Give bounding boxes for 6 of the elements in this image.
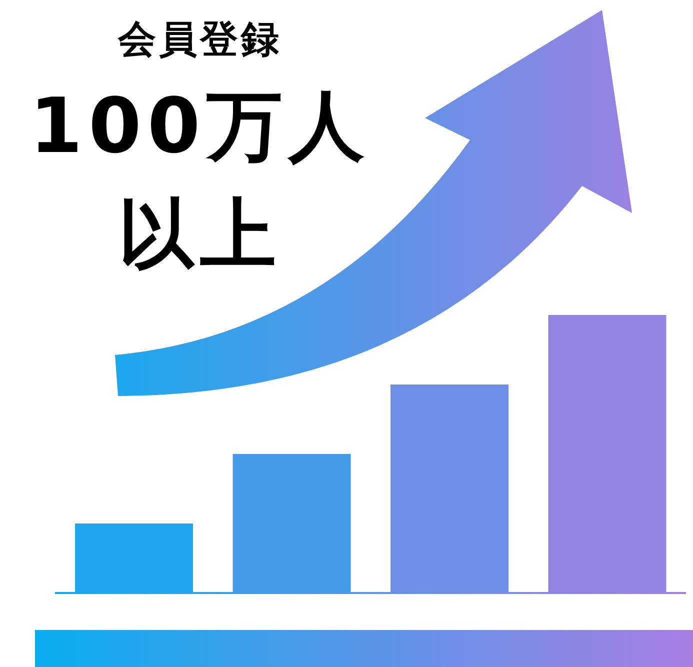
bar	[232, 454, 351, 593]
bar	[390, 384, 508, 593]
bar	[75, 524, 193, 593]
chart-title: 会員登録	[116, 16, 283, 63]
bar	[548, 315, 666, 593]
chart-subtitle: 100万人以上	[28, 80, 372, 280]
